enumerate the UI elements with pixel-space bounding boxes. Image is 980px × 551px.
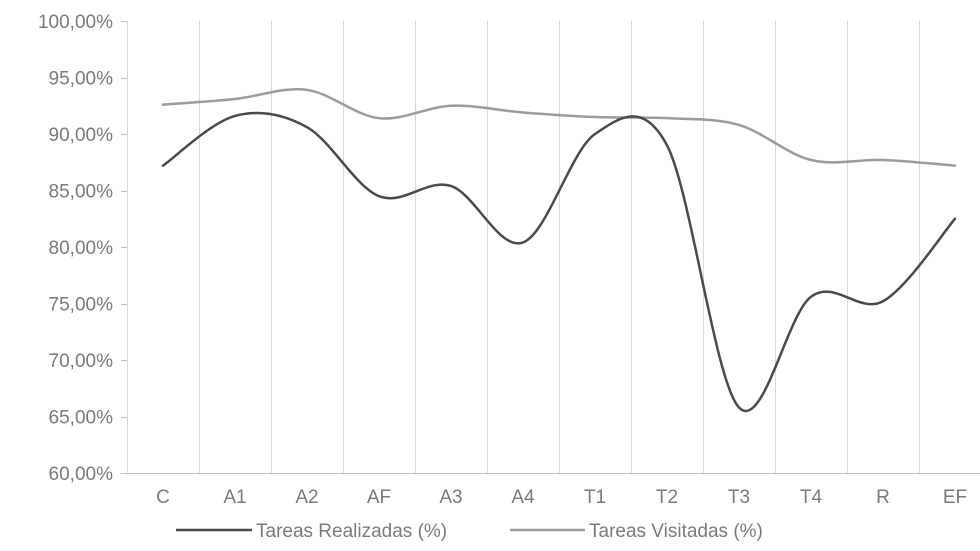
x-tick-label: C [156,487,170,508]
y-tick-label: 80,00% [49,238,114,259]
y-tick-label: 90,00% [49,125,114,146]
series-layer [161,88,957,413]
y-tick-label: 70,00% [49,351,114,372]
y-tick-label: 75,00% [49,295,114,316]
y-tick-label: 60,00% [49,464,114,485]
x-tick-label: A4 [511,487,535,508]
y-tick-label: 85,00% [49,182,114,203]
x-tick-label: A2 [295,487,318,508]
y-tick-label: 100,00% [38,12,113,33]
y-tick-label: 95,00% [49,69,114,90]
tick-layer: 60,00% 65,00% 70,00% 75,00% 80,00% 85,00% 90,0… [38,12,967,508]
legend-label: Tareas Realizadas (%) [256,521,447,542]
x-tick-label: T4 [800,487,823,508]
y-tick-label: 65,00% [49,408,114,429]
grid-layer [127,21,920,473]
x-tick-label: R [876,487,890,508]
series-line-tareas-visitadas [161,88,957,167]
x-tick-label: AF [367,487,391,508]
x-tick-label: T3 [728,487,750,508]
x-tick-label: T2 [656,487,678,508]
legend-label: Tareas Visitadas (%) [589,521,763,542]
series-line-tareas-realizadas [161,111,957,413]
x-tick-label: A3 [439,487,462,508]
x-tick-label: A1 [223,487,246,508]
axis-layer [121,21,980,474]
legend: Tareas Realizadas (%) Tareas Visitadas (%… [176,521,763,542]
x-tick-label: EF [943,487,967,508]
x-tick-label: T1 [584,487,606,508]
